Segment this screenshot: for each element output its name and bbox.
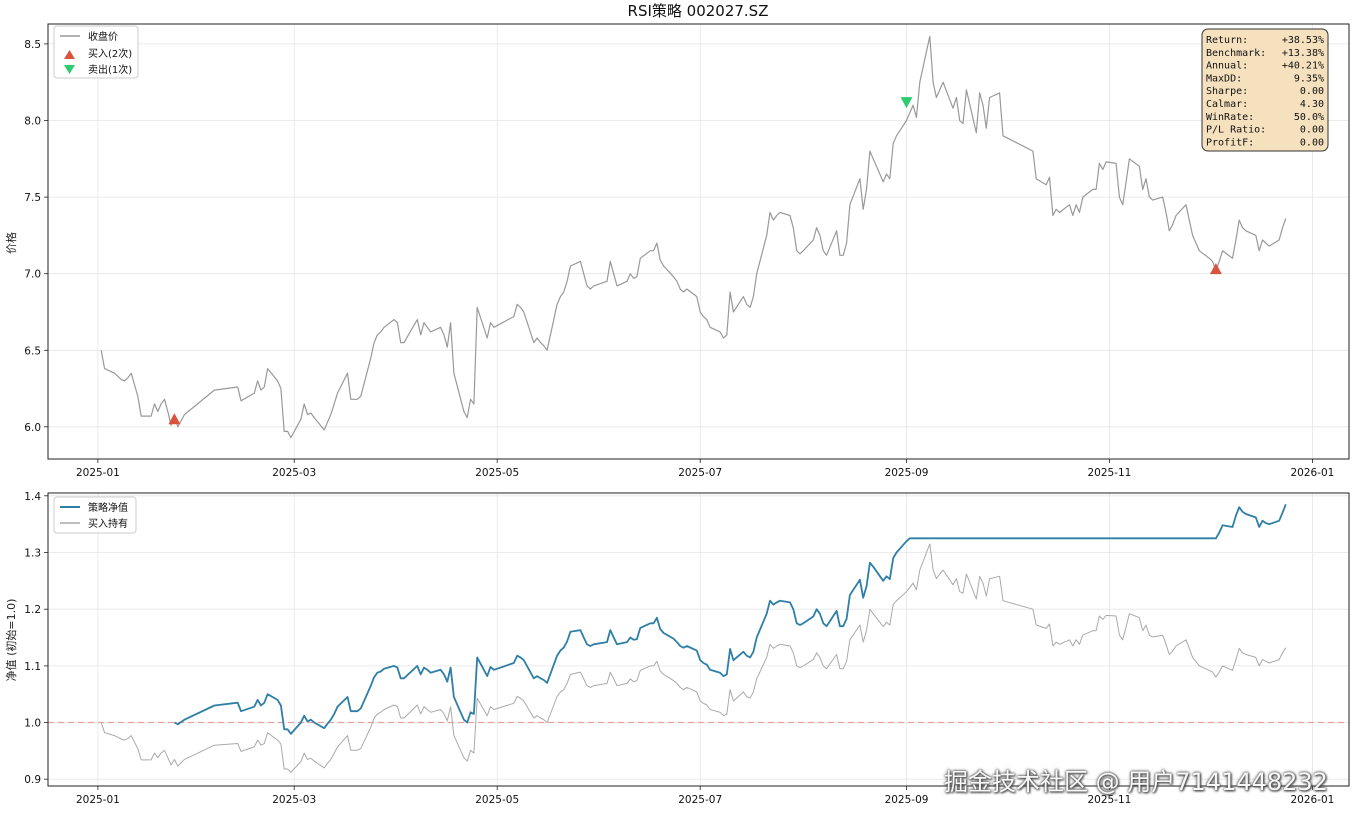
legend-buyhold-label: 买入持有 <box>88 517 128 530</box>
price-ytick-label: 7.5 <box>24 192 41 204</box>
price-ytick-label: 8.5 <box>24 39 41 51</box>
price-xtick-label: 2026-01 <box>1290 467 1334 479</box>
price-ytick-label: 8.0 <box>24 116 41 128</box>
price-axis-label: 价格 <box>4 232 18 254</box>
stats-value: 9.35% <box>1294 73 1324 84</box>
stats-label: Calmar: <box>1206 99 1248 110</box>
stats-value: 4.30 <box>1300 99 1324 110</box>
price-xtick-label: 2025-07 <box>678 467 722 479</box>
buy-marker <box>168 413 181 425</box>
buy-marker <box>1209 263 1222 275</box>
stats-row: P/L Ratio: 0.00 <box>1206 125 1324 136</box>
stats-value: +13.38% <box>1282 48 1324 59</box>
nav-axes-frame <box>47 492 1350 787</box>
stats-row: WinRate: 50.0% <box>1206 112 1324 123</box>
nav-ytick-label: 1.2 <box>24 604 41 616</box>
price-ytick-label: 7.0 <box>24 269 41 281</box>
nav-ytick-label: 0.9 <box>24 774 41 786</box>
stats-label: P/L Ratio: <box>1206 125 1266 136</box>
nav-xtick-label: 2026-01 <box>1290 794 1334 806</box>
nav-xtick-label: 2025-09 <box>885 794 929 806</box>
nav-xtick-label: 2025-01 <box>76 794 120 806</box>
nav-ytick-label: 1.0 <box>24 718 41 730</box>
stats-label: MaxDD: <box>1206 73 1242 84</box>
watermark: 掘金技术社区 @ 用户7141448232 <box>944 768 1328 796</box>
price-xtick-label: 2025-05 <box>475 467 519 479</box>
strategy-line <box>173 503 1287 735</box>
nav-axis-label: 净值 (初始=1.0) <box>4 599 18 682</box>
stats-row: Sharpe: 0.00 <box>1206 86 1324 97</box>
price-series-layer <box>100 35 1287 439</box>
stats-box-background <box>1201 28 1329 152</box>
legend-buy-label: 买入(2次) <box>88 47 132 60</box>
price-xtick-label: 2025-03 <box>272 467 316 479</box>
sell-marker <box>900 97 913 109</box>
stats-row: MaxDD: 9.35% <box>1206 73 1324 84</box>
stats-value: +40.21% <box>1282 61 1324 72</box>
price-axes-frame <box>47 23 1350 460</box>
stats-value: 50.0% <box>1294 112 1324 123</box>
stats-row: ProfitF: 0.00 <box>1206 137 1324 148</box>
nav-legend: 策略净值 买入持有 <box>53 496 137 534</box>
price-ytick-label: 6.0 <box>24 422 41 434</box>
nav-xtick-label: 2025-07 <box>678 794 722 806</box>
nav-ytick-label: 1.1 <box>24 661 41 673</box>
stats-value: 0.00 <box>1300 86 1324 97</box>
legend-price-label: 收盘价 <box>88 30 118 43</box>
stats-value: +38.53% <box>1282 35 1324 46</box>
chart-title: RSI策略 002027.SZ <box>628 2 769 20</box>
stats-value: 0.00 <box>1300 125 1324 136</box>
legend-strategy-label: 策略净值 <box>88 501 128 514</box>
price-xtick-label: 2025-11 <box>1087 467 1131 479</box>
stats-label: Benchmark: <box>1206 48 1266 59</box>
nav-xtick-label: 2025-11 <box>1087 794 1131 806</box>
price-xtick-label: 2025-01 <box>76 467 120 479</box>
price-legend: 收盘价 买入(2次) 卖出(1次) <box>53 25 139 79</box>
buyhold-line <box>100 543 1287 773</box>
legend-sell-marker <box>64 65 75 74</box>
nav-ytick-label: 1.3 <box>24 548 41 560</box>
nav-grid <box>48 493 1349 786</box>
axes-layer: 2025-01 2025-03 2025-05 2025-07 2025-09 2025-… <box>24 23 1350 806</box>
stats-label: Annual: <box>1206 61 1248 72</box>
price-xtick-label: 2025-09 <box>885 467 929 479</box>
stats-label: ProfitF: <box>1206 137 1254 148</box>
price-line <box>100 35 1287 439</box>
stats-row: Calmar: 4.30 <box>1206 99 1324 110</box>
stats-label: WinRate: <box>1206 112 1254 123</box>
nav-xtick-label: 2025-03 <box>272 794 316 806</box>
stats-row: Annual: +40.21% <box>1206 61 1324 72</box>
stats-row: Benchmark: +13.38% <box>1206 48 1324 59</box>
price-ytick-label: 6.5 <box>24 345 41 357</box>
stats-value: 0.00 <box>1300 137 1324 148</box>
stats-label: Return: <box>1206 35 1248 46</box>
stats-label: Sharpe: <box>1206 86 1248 97</box>
stats-box: Return: +38.53% Benchmark: +13.38% Annual: +4… <box>1201 28 1329 152</box>
price-grid <box>48 24 1349 459</box>
nav-ytick-label: 1.4 <box>24 491 41 503</box>
stats-row: Return: +38.53% <box>1206 35 1324 46</box>
nav-series-layer <box>48 503 1349 773</box>
nav-xtick-label: 2025-05 <box>475 794 519 806</box>
legend-buy-marker <box>64 50 75 59</box>
legend-sell-label: 卖出(1次) <box>88 63 132 76</box>
